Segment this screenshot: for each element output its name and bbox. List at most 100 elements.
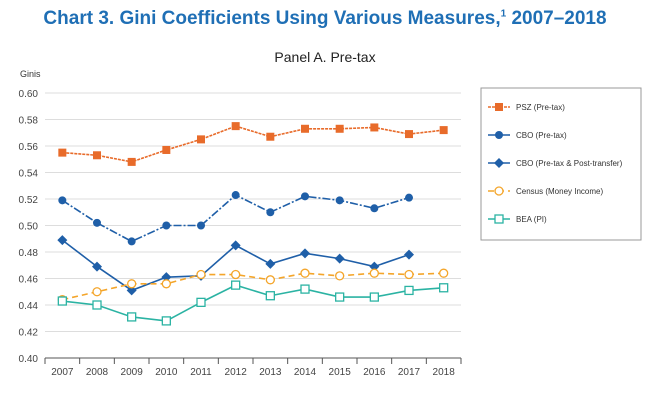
- legend-item: Census (Money Income): [488, 186, 603, 196]
- series-line: [62, 272, 444, 301]
- data-point: [231, 280, 241, 290]
- data-point: [58, 148, 67, 157]
- data-point: [439, 126, 448, 135]
- legend-label: PSZ (Pre-tax): [516, 103, 565, 112]
- data-point: [127, 237, 136, 246]
- legend-item: PSZ (Pre-tax): [488, 103, 565, 112]
- data-point: [58, 196, 67, 205]
- data-point: [92, 261, 102, 272]
- x-tick-label: 2014: [294, 367, 317, 378]
- data-point: [300, 248, 310, 259]
- legend-label: Census (Money Income): [516, 187, 603, 196]
- series-1: [58, 191, 413, 246]
- data-point: [300, 268, 310, 278]
- data-point: [405, 193, 413, 202]
- data-point: [57, 235, 68, 246]
- y-tick-label: 0.50: [19, 222, 39, 233]
- data-point: [230, 240, 241, 251]
- data-point: [334, 253, 345, 264]
- data-point: [404, 249, 414, 260]
- legend-label: BEA (PI): [516, 215, 547, 224]
- data-point: [404, 269, 414, 280]
- data-point: [265, 258, 276, 269]
- data-point: [92, 287, 102, 297]
- data-point: [161, 279, 171, 289]
- data-point: [161, 316, 171, 326]
- data-point: [127, 312, 137, 322]
- data-point: [405, 130, 413, 139]
- data-point: [265, 275, 275, 285]
- data-point: [335, 292, 345, 302]
- x-tick-label: 2013: [259, 367, 282, 378]
- data-point: [231, 122, 240, 131]
- legend-marker: [494, 186, 504, 196]
- x-tick-label: 2010: [155, 367, 178, 378]
- data-point: [439, 283, 449, 293]
- y-tick-label: 0.46: [19, 275, 39, 286]
- x-tick-label: 2015: [329, 367, 352, 378]
- data-point: [93, 151, 101, 160]
- legend-label: CBO (Pre-tax & Post-transfer): [516, 159, 623, 168]
- series-0: [58, 122, 448, 166]
- data-point: [301, 192, 309, 201]
- chart-subtitle: Panel A. Pre-tax: [274, 49, 375, 65]
- data-point: [162, 221, 171, 230]
- series-line: [61, 194, 410, 243]
- legend-item: BEA (PI): [488, 214, 547, 224]
- legend-box: [480, 87, 642, 241]
- data-point: [369, 292, 379, 302]
- legend-marker: [495, 103, 503, 111]
- series-4: [57, 280, 449, 326]
- y-axis-label: Ginis: [20, 69, 41, 79]
- data-point: [335, 196, 344, 205]
- data-point: [197, 135, 205, 144]
- data-point: [231, 269, 241, 280]
- x-tick-label: 2011: [190, 367, 212, 378]
- series-2: [57, 235, 414, 296]
- data-point: [370, 204, 379, 213]
- data-point: [404, 285, 414, 296]
- data-point: [266, 208, 275, 217]
- legend-item: CBO (Pre-tax): [488, 131, 567, 140]
- data-point: [92, 300, 102, 310]
- legend-marker: [494, 158, 504, 168]
- data-point: [335, 271, 345, 281]
- y-tick-label: 0.54: [19, 169, 39, 180]
- x-tick-label: 2008: [86, 367, 109, 378]
- x-tick-label: 2017: [398, 367, 421, 378]
- data-point: [196, 297, 206, 308]
- y-tick-label: 0.60: [19, 89, 39, 100]
- data-point: [57, 296, 67, 306]
- data-point: [196, 269, 206, 280]
- data-point: [335, 124, 344, 133]
- y-tick-label: 0.40: [19, 354, 39, 365]
- data-point: [439, 268, 449, 278]
- data-point: [197, 221, 205, 230]
- data-point: [265, 291, 275, 301]
- data-point: [161, 272, 172, 283]
- data-point: [370, 123, 379, 132]
- data-point: [266, 132, 275, 141]
- x-tick-label: 2016: [363, 367, 386, 378]
- y-tick-label: 0.48: [19, 248, 39, 259]
- data-point: [127, 279, 137, 289]
- data-point: [301, 124, 309, 133]
- legend-item: CBO (Pre-tax & Post-transfer): [488, 158, 623, 168]
- data-point: [127, 157, 136, 166]
- y-tick-label: 0.44: [19, 301, 39, 312]
- data-point: [369, 261, 380, 272]
- x-tick-label: 2018: [433, 367, 456, 378]
- y-tick-label: 0.42: [19, 328, 39, 339]
- data-point: [300, 284, 310, 294]
- series-line: [62, 125, 444, 163]
- legend-marker: [494, 214, 504, 224]
- y-tick-label: 0.52: [19, 195, 39, 206]
- series-3: [57, 268, 449, 305]
- y-tick-label: 0.58: [19, 116, 39, 127]
- legend-marker: [495, 131, 503, 139]
- data-point: [126, 285, 137, 296]
- x-tick-label: 2012: [225, 367, 248, 378]
- y-tick-label: 0.56: [19, 142, 39, 153]
- x-tick-label: 2009: [121, 367, 144, 378]
